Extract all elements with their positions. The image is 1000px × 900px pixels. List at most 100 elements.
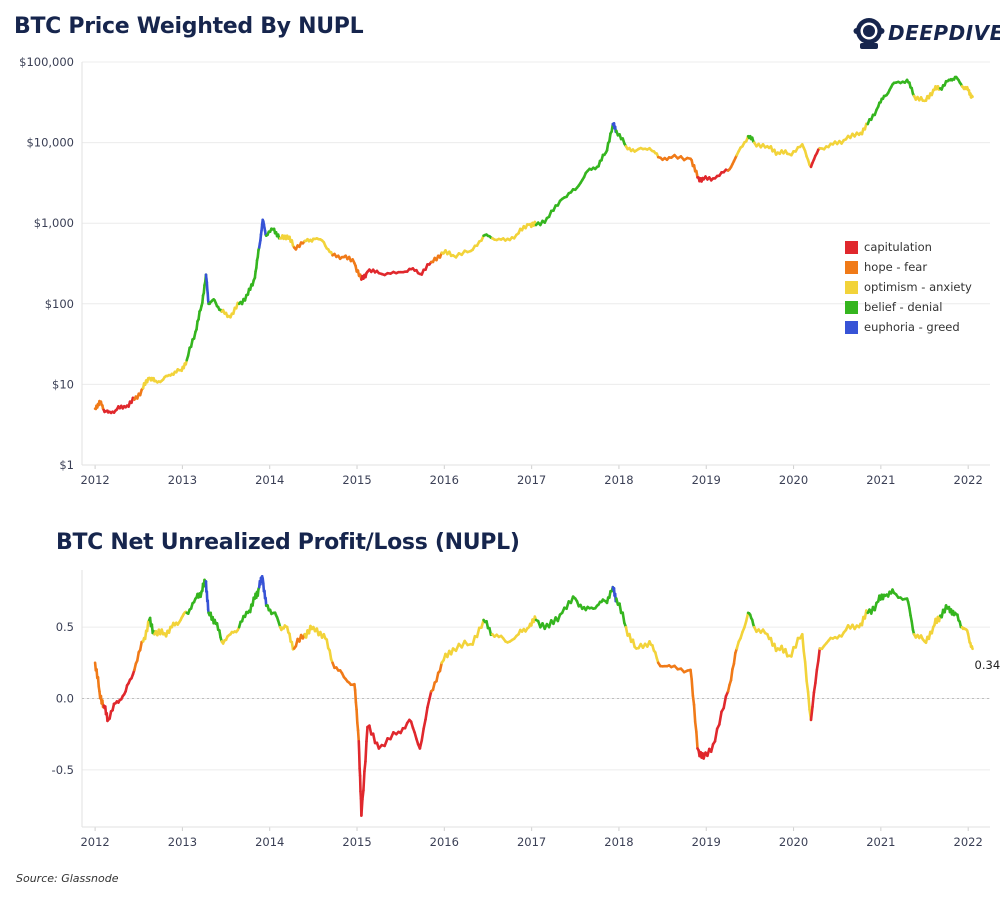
- x-tick-label: 2022: [954, 835, 983, 849]
- deepdive-logo: DEEPDIVE: [852, 14, 1000, 54]
- series-segment: [353, 688, 358, 704]
- x-tick-label: 2016: [430, 473, 459, 487]
- x-tick-label: 2020: [779, 835, 808, 849]
- series-segment: [790, 645, 795, 658]
- series-segment: [794, 636, 800, 649]
- x-tick-label: 2017: [517, 835, 546, 849]
- series-segment: [143, 629, 148, 641]
- series-segment: [695, 730, 699, 750]
- x-tick-label: 2014: [255, 835, 284, 849]
- y-tick-label: 0.5: [56, 620, 74, 634]
- y-tick-label: $10: [52, 377, 74, 391]
- series-segment: [744, 611, 750, 623]
- x-tick-label: 2018: [604, 835, 633, 849]
- series-segment: [365, 725, 369, 743]
- x-tick-label: 2021: [866, 473, 895, 487]
- logo-text: DEEPDIVE: [888, 21, 1000, 45]
- y-tick-label: $10,000: [26, 136, 74, 150]
- legend-swatch-hope-fear: [845, 260, 858, 274]
- legend-swatch-optimism-anxiety: [845, 280, 858, 294]
- series-segment: [621, 611, 626, 625]
- series-segment: [424, 706, 429, 721]
- series-segment: [325, 638, 330, 650]
- series-segment: [910, 620, 915, 631]
- chart-title: BTC Price Weighted By NUPL: [14, 14, 364, 39]
- series-segment: [355, 708, 359, 724]
- series-segment: [803, 661, 808, 683]
- legend-label-belief-denial: belief - denial: [864, 300, 943, 314]
- series-segment: [364, 740, 368, 763]
- legend-label-optimism-anxiety: optimism - anxiety: [864, 280, 972, 294]
- series-segment: [422, 718, 427, 730]
- x-tick-label: 2015: [342, 835, 371, 849]
- legend-swatch-belief-denial: [845, 300, 858, 314]
- x-tick-label: 2019: [692, 835, 721, 849]
- series-segment: [729, 667, 734, 682]
- series-segment: [800, 632, 806, 653]
- x-tick-label: 2022: [954, 473, 983, 487]
- price-chart-axes: $1 $10 $100 $1,000 $10,000 $100,000 2012 2013 20…: [19, 55, 983, 487]
- series-segment: [811, 691, 816, 709]
- series-segment: [135, 650, 141, 662]
- nupl-chart-grid: [81, 570, 990, 831]
- series-segment: [693, 720, 698, 734]
- series-segment: [689, 668, 693, 681]
- legend-item-capitulation: capitulation: [845, 237, 972, 257]
- series-segment: [806, 690, 811, 712]
- x-tick-label: 2019: [692, 473, 721, 487]
- series-segment: [426, 698, 431, 709]
- series-segment: [475, 626, 481, 639]
- series-segment: [815, 659, 820, 672]
- y-tick-label: -0.5: [52, 763, 74, 777]
- legend-item-optimism-anxiety: optimism - anxiety: [845, 277, 972, 297]
- x-tick-label: 2017: [517, 473, 546, 487]
- nupl-chart-line: [93, 575, 974, 817]
- series-segment: [288, 632, 292, 643]
- price-chart-line: [93, 75, 974, 415]
- series-segment: [138, 640, 143, 652]
- series-segment: [195, 319, 199, 331]
- series-segment: [145, 620, 150, 633]
- legend-item-euphoria-greed: euphoria - greed: [845, 317, 972, 337]
- series-segment: [360, 798, 364, 817]
- series-segment: [816, 647, 822, 663]
- x-tick-label: 2018: [604, 473, 633, 487]
- chart-legend: capitulation hope - fear optimism - anxi…: [845, 237, 972, 337]
- series-segment: [814, 668, 819, 685]
- x-tick-label: 2015: [342, 473, 371, 487]
- series-segment: [802, 649, 807, 664]
- legend-label-capitulation: capitulation: [864, 240, 932, 254]
- x-tick-label: 2014: [255, 473, 284, 487]
- series-segment: [197, 310, 201, 321]
- price-chart: $1 $10 $100 $1,000 $10,000 $100,000 2012 2013 20…: [19, 55, 990, 487]
- y-tick-label: $100,000: [19, 55, 74, 69]
- x-tick-label: 2013: [168, 835, 197, 849]
- series-segment: [438, 661, 444, 673]
- legend-item-hope-fear: hope - fear: [845, 257, 972, 277]
- series-segment: [96, 675, 101, 688]
- nupl-chart-axes: -0.5 0.0 0.5 2012 2013 2014 2015 2016 2017 2018 20…: [52, 620, 1000, 849]
- series-segment: [692, 703, 697, 724]
- series-segment: [368, 724, 373, 736]
- y-tick-label: $1: [59, 458, 74, 472]
- series-segment: [471, 634, 477, 646]
- last-value-label: 0.348: [975, 658, 1000, 672]
- legend-swatch-euphoria-greed: [845, 320, 858, 334]
- series-segment: [428, 690, 433, 701]
- y-tick-label: $1,000: [34, 216, 74, 230]
- series-segment: [732, 651, 737, 666]
- series-segment: [435, 671, 440, 683]
- series-segment: [328, 649, 333, 661]
- series-segment: [418, 739, 424, 750]
- price-chart-grid: [81, 61, 990, 469]
- x-tick-label: 2013: [168, 473, 197, 487]
- series-segment: [970, 645, 974, 651]
- series-segment: [718, 710, 723, 726]
- legend-item-belief-denial: belief - denial: [845, 297, 972, 317]
- series-segment: [809, 705, 814, 722]
- x-tick-label: 2012: [80, 473, 109, 487]
- series-segment: [970, 94, 974, 99]
- series-segment: [361, 789, 365, 801]
- series-segment: [362, 770, 366, 792]
- series-segment: [363, 760, 367, 773]
